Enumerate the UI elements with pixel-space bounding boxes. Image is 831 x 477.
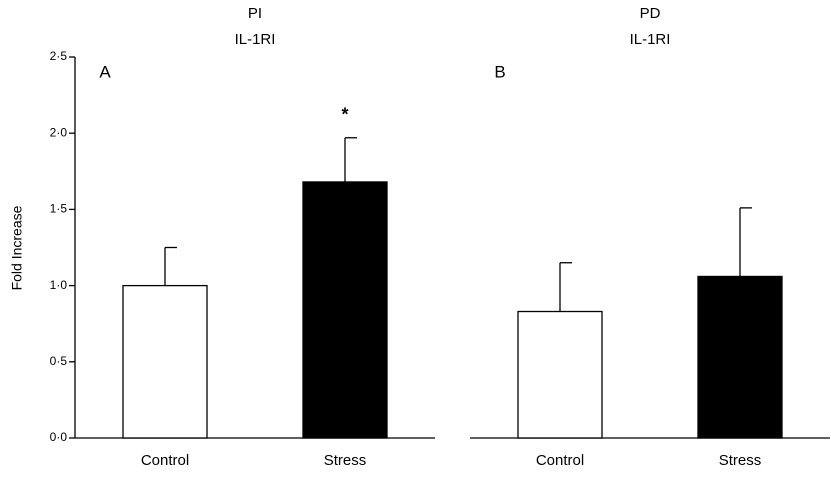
- y-tick-label: 1·5: [50, 202, 68, 216]
- y-tick-label: 0·5: [50, 354, 68, 368]
- bar: [517, 310, 603, 439]
- y-tick-label: 2·0: [50, 125, 68, 139]
- x-tick-label: Control: [141, 452, 189, 469]
- panel-label: B: [494, 62, 505, 81]
- y-tick-label: 2·5: [50, 49, 68, 63]
- x-tick-label: Stress: [719, 452, 762, 469]
- bar: [697, 275, 783, 439]
- bar: [122, 284, 208, 439]
- x-tick-label: Control: [536, 452, 584, 469]
- panel-label: A: [99, 62, 111, 81]
- annotation: *: [341, 105, 348, 125]
- y-tick-label: 1·0: [50, 278, 68, 292]
- bar: [302, 181, 388, 439]
- panel-subtitle: IL-1RI: [630, 31, 671, 48]
- y-axis-label: Fold Increase: [9, 205, 25, 290]
- panel-title: PD: [640, 5, 661, 22]
- x-tick-label: Stress: [324, 452, 367, 469]
- panel-title: PI: [248, 5, 262, 22]
- panel-subtitle: IL-1RI: [235, 31, 276, 48]
- y-tick-label: 0·0: [50, 430, 68, 444]
